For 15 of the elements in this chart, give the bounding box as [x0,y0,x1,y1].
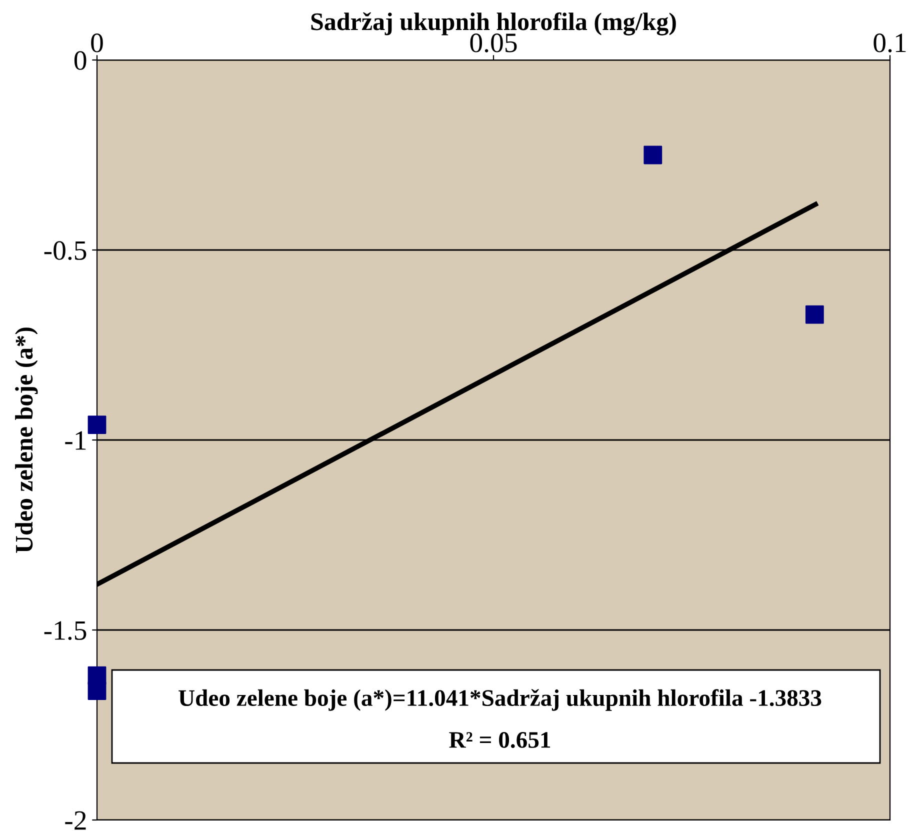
y-tick-label: -0.5 [44,241,86,260]
y-tick-label: -2 [65,811,86,830]
y-axis-title: Udeo zelene boje (a*) [15,328,38,553]
y-tick-label: 0 [74,51,86,70]
point [88,682,106,700]
x-tick-label: 0 [91,34,103,52]
y-tick-label: -1 [65,431,86,450]
annotation: R² = 0.651 [449,732,550,748]
x-tick-label: 0.05 [470,34,517,52]
annotation: Udeo zelene boje (a*)=11.041*Sadržaj ukupnih hlorofila -1.3833 [178,689,822,711]
point [805,305,824,324]
x-tick-label: 0.1 [874,34,906,52]
y-tick-label: -1.5 [44,621,86,640]
point [88,416,106,434]
point [644,146,662,164]
